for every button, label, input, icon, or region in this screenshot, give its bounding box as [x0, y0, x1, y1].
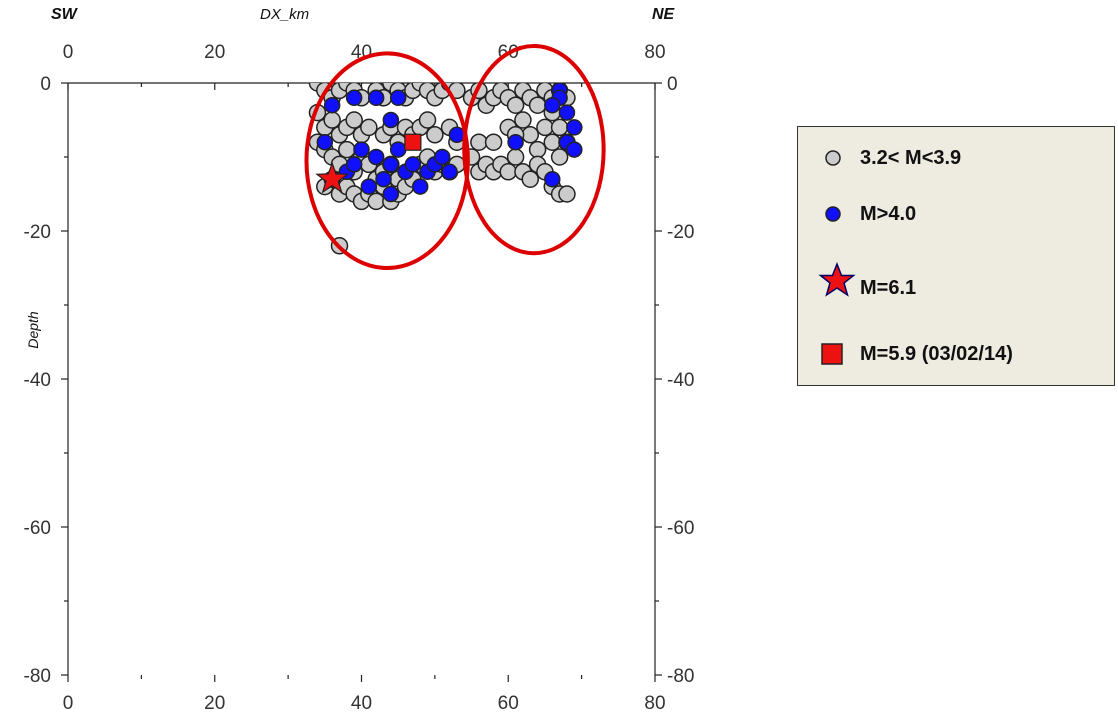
- event-medium: [448, 126, 466, 144]
- y-tick-label-right: -40: [667, 370, 694, 391]
- x-tick-label-bottom: 60: [498, 693, 519, 714]
- data-points: [308, 83, 583, 255]
- event-small: [345, 111, 363, 129]
- event-m59: [404, 133, 422, 151]
- y-tick-label-right: -20: [667, 222, 694, 243]
- legend-item-small: 3.2< M<3.9: [818, 143, 961, 173]
- event-small: [418, 111, 437, 129]
- event-medium: [353, 141, 370, 158]
- gray-circle-icon: [818, 143, 848, 173]
- x-tick-label-bottom: 40: [351, 693, 372, 714]
- event-small: [528, 140, 547, 159]
- legend-label: M=6.1: [860, 276, 917, 299]
- event-medium: [389, 141, 407, 158]
- sw-label: SW: [51, 6, 79, 23]
- event-small: [338, 140, 356, 159]
- event-medium: [507, 133, 524, 151]
- cluster-ellipse: [462, 44, 606, 256]
- event-medium: [411, 178, 429, 195]
- ne-label: NE: [652, 6, 676, 23]
- red-star-icon: [818, 261, 856, 300]
- y-tick-label-left: -40: [24, 370, 51, 391]
- event-medium: [544, 96, 561, 114]
- y-tick-label-left: -80: [24, 666, 51, 687]
- event-small: [528, 96, 547, 114]
- event-small: [506, 96, 525, 114]
- event-medium: [382, 156, 400, 173]
- x-tick-label-bottom: 20: [204, 693, 225, 714]
- event-medium: [316, 133, 334, 151]
- event-medium: [404, 156, 422, 173]
- event-medium: [433, 148, 451, 166]
- event-medium: [566, 141, 583, 158]
- event-medium: [323, 96, 341, 114]
- x-axis-title: DX_km: [260, 6, 309, 23]
- cluster-ellipse: [304, 51, 470, 270]
- event-medium: [367, 89, 385, 107]
- event-small: [484, 133, 503, 151]
- legend-label: M>4.0: [860, 202, 917, 225]
- cluster-ellipses: [304, 44, 606, 270]
- x-tick-label-top: 0: [63, 42, 74, 63]
- event-small: [470, 133, 488, 151]
- event-medium: [367, 148, 385, 166]
- event-medium: [382, 185, 400, 203]
- event-medium: [389, 89, 407, 107]
- event-small: [360, 118, 378, 137]
- legend-item-m59: M=5.9 (03/02/14): [818, 339, 1013, 369]
- event-medium: [441, 163, 458, 181]
- axes: [61, 82, 662, 682]
- x-tick-label-bottom: 0: [63, 693, 74, 714]
- x-tick-label-bottom: 80: [644, 693, 665, 714]
- event-small: [558, 185, 576, 203]
- event-m61: [315, 161, 350, 194]
- event-small: [426, 126, 444, 144]
- event-small: [367, 192, 385, 211]
- legend-label: 3.2< M<3.9: [860, 146, 962, 169]
- x-tick-label-top: 20: [204, 42, 225, 63]
- y-axis-title: Depth: [25, 311, 41, 349]
- legend-item-medium: M>4.0: [818, 199, 916, 229]
- event-medium: [345, 156, 363, 173]
- x-tick-label-top: 80: [644, 42, 665, 63]
- legend-label: M=5.9 (03/02/14): [860, 342, 1013, 365]
- event-medium: [566, 119, 583, 136]
- event-medium: [345, 89, 363, 107]
- event-medium: [558, 104, 576, 121]
- y-tick-label-left: -20: [24, 222, 51, 243]
- event-medium: [382, 111, 400, 129]
- event-small: [543, 133, 562, 151]
- plot-area: [308, 83, 583, 255]
- event-small: [323, 111, 341, 129]
- y-tick-label-left: -60: [24, 518, 51, 539]
- legend-item-mainshock: M=6.1: [818, 261, 917, 300]
- event-small: [550, 118, 569, 137]
- event-small: [514, 111, 532, 129]
- event-small: [499, 163, 517, 181]
- event-small: [536, 118, 554, 137]
- event-medium: [360, 178, 378, 195]
- y-tick-label-left: 0: [40, 74, 51, 95]
- event-medium: [544, 170, 561, 188]
- event-small: [521, 170, 540, 188]
- event-small: [506, 148, 525, 166]
- y-tick-label-right: -80: [667, 666, 694, 687]
- blue-circle-icon: [818, 199, 848, 229]
- event-small: [521, 126, 540, 144]
- legend: 3.2< M<3.9 M>4.0 M=6.1 M=5.9 (03/02/14): [797, 126, 1115, 386]
- y-tick-label-right: 0: [667, 74, 678, 95]
- y-tick-label-right: -60: [667, 518, 694, 539]
- event-small: [550, 148, 569, 166]
- event-medium: [375, 170, 392, 188]
- red-square-icon: [818, 339, 848, 369]
